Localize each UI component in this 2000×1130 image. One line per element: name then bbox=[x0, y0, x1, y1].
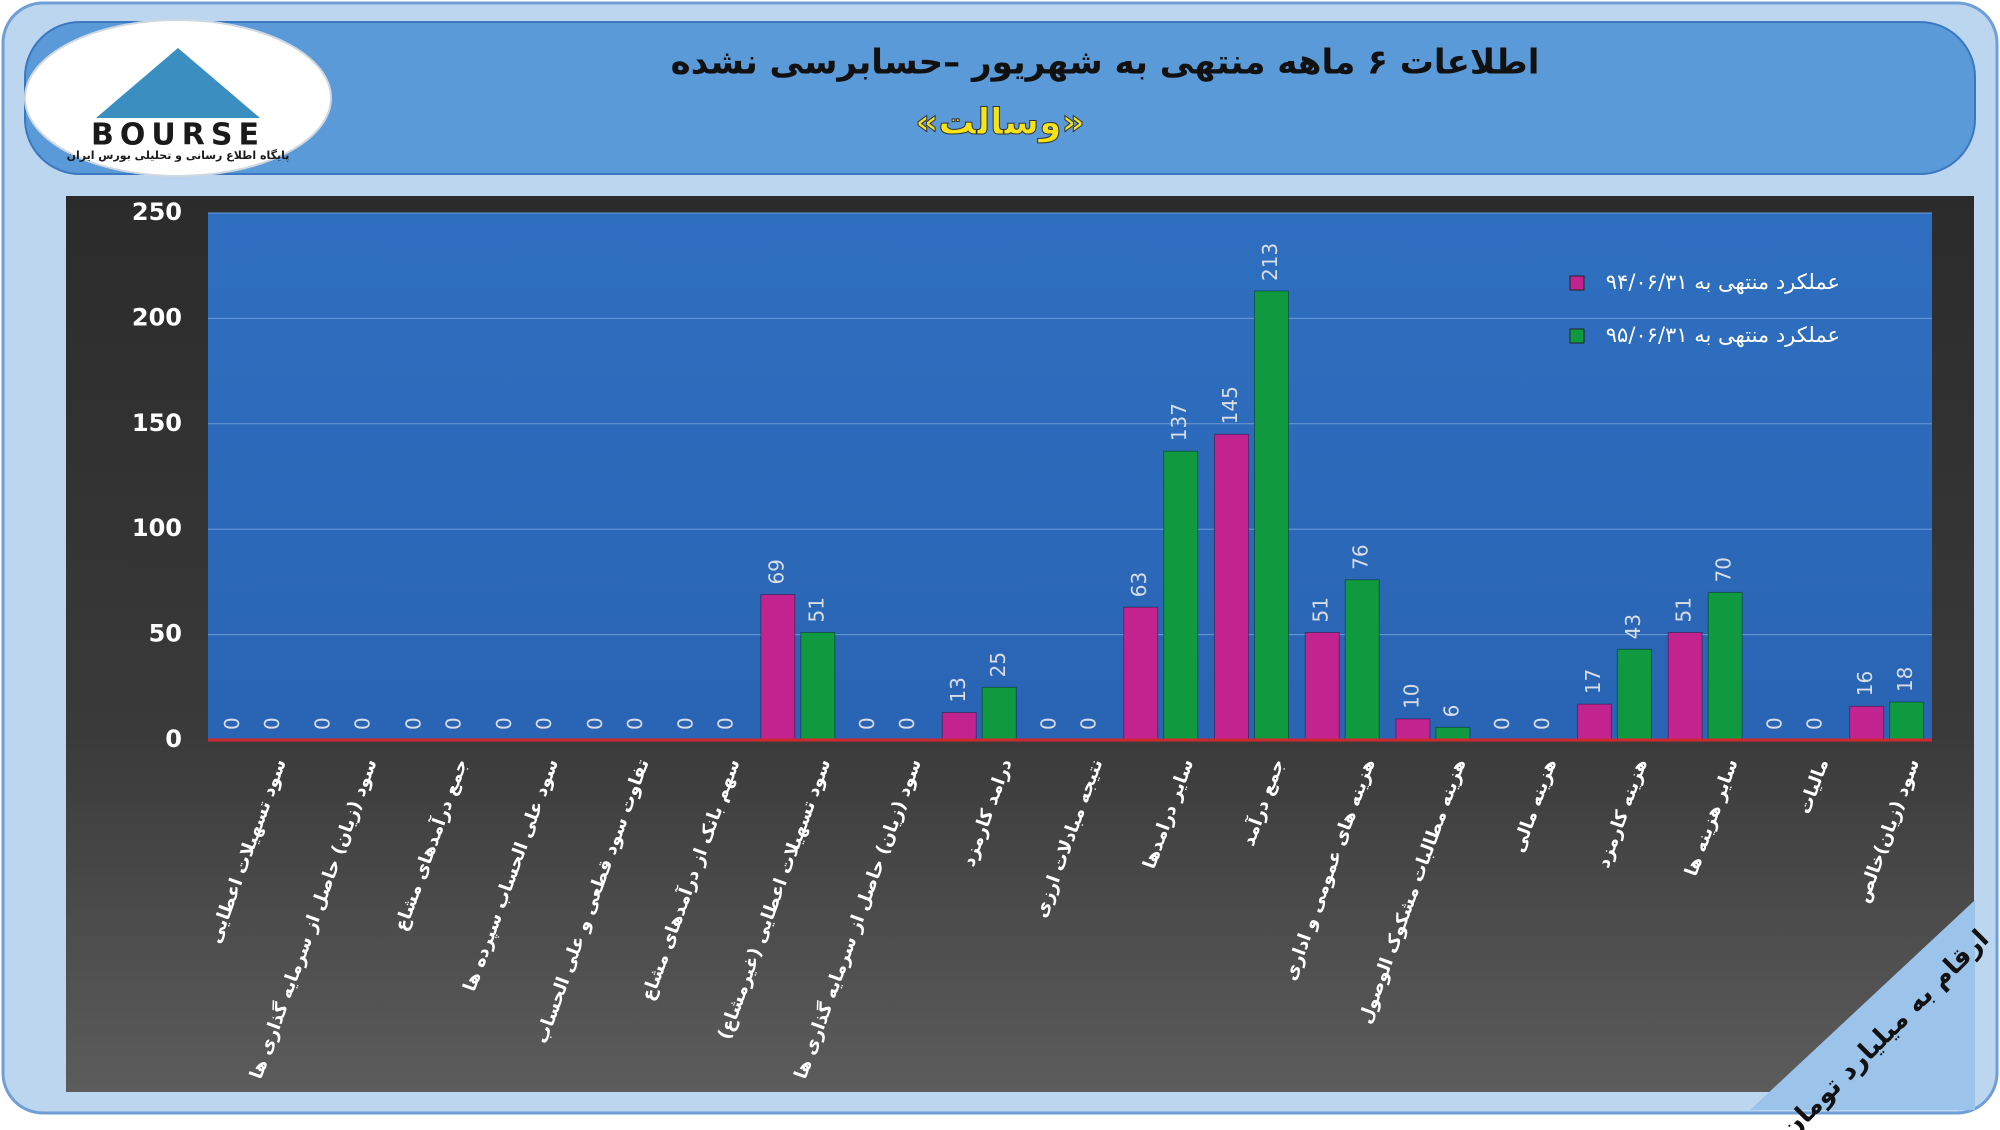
data-label: 17 bbox=[1581, 669, 1605, 694]
data-label: 25 bbox=[986, 652, 1010, 677]
bar bbox=[1123, 606, 1159, 741]
data-label: 0 bbox=[1077, 717, 1101, 730]
data-label: 69 bbox=[764, 559, 788, 584]
logo-tagline: پایگاه اطلاع رسانی و تحلیلی بورس ایران bbox=[67, 149, 290, 162]
data-label: 0 bbox=[895, 717, 919, 730]
data-label: 0 bbox=[1802, 717, 1826, 730]
logo-text: BOURSE bbox=[91, 118, 265, 153]
data-label: 0 bbox=[311, 717, 335, 730]
chart-title: اطلاعات ۶ ماهه منتهی به شهریور –حسابرسی … bbox=[671, 43, 1540, 83]
bar bbox=[1344, 579, 1380, 741]
data-label: 0 bbox=[1762, 717, 1786, 730]
bar bbox=[1163, 450, 1199, 741]
logo-triangle bbox=[96, 48, 260, 118]
data-label: 145 bbox=[1218, 386, 1242, 424]
bar bbox=[981, 686, 1017, 741]
data-label: 51 bbox=[1309, 597, 1333, 622]
y-tick-label: 0 bbox=[165, 725, 182, 753]
data-label: 0 bbox=[260, 717, 284, 730]
y-tick-label: 50 bbox=[149, 620, 182, 648]
data-label: 0 bbox=[220, 717, 244, 730]
legend-label: عملکرد منتهی به ۹۵/۰۶/۳۱ bbox=[1606, 323, 1840, 347]
logo: BOURSE پایگاه اطلاع رسانی و تحلیلی بورس … bbox=[24, 19, 332, 177]
data-label: 0 bbox=[492, 717, 516, 730]
bar bbox=[1889, 701, 1925, 741]
bar bbox=[1435, 726, 1471, 741]
data-label: 18 bbox=[1893, 667, 1917, 692]
bar bbox=[1253, 290, 1289, 741]
data-label: 0 bbox=[855, 717, 879, 730]
bar bbox=[1304, 631, 1340, 741]
data-label: 0 bbox=[532, 717, 556, 730]
bar bbox=[800, 631, 836, 741]
data-label: 0 bbox=[674, 717, 698, 730]
data-label: 70 bbox=[1712, 557, 1736, 582]
legend-marker bbox=[1569, 275, 1585, 291]
data-label: 16 bbox=[1853, 671, 1877, 696]
bar bbox=[1667, 631, 1703, 741]
data-label: 0 bbox=[714, 717, 738, 730]
data-label: 213 bbox=[1258, 243, 1282, 281]
bar bbox=[1213, 433, 1249, 741]
data-label: 0 bbox=[1490, 717, 1514, 730]
legend-label: عملکرد منتهی به ۹۴/۰۶/۳۱ bbox=[1606, 270, 1840, 294]
bar bbox=[1849, 705, 1885, 741]
data-label: 0 bbox=[1530, 717, 1554, 730]
bar bbox=[760, 594, 796, 741]
data-label: 76 bbox=[1349, 544, 1373, 569]
bar bbox=[1576, 703, 1612, 741]
y-tick-label: 200 bbox=[132, 303, 182, 331]
bar bbox=[1616, 648, 1652, 741]
data-label: 10 bbox=[1399, 683, 1423, 708]
y-tick-label: 250 bbox=[132, 198, 182, 226]
y-tick-label: 150 bbox=[132, 409, 182, 437]
data-label: 51 bbox=[804, 597, 828, 622]
legend-marker bbox=[1569, 328, 1585, 344]
data-label: 13 bbox=[946, 677, 970, 702]
data-label: 0 bbox=[401, 717, 425, 730]
data-label: 63 bbox=[1127, 572, 1151, 597]
y-tick-label: 100 bbox=[132, 514, 182, 542]
data-label: 137 bbox=[1167, 403, 1191, 441]
bar bbox=[941, 712, 977, 741]
data-label: 0 bbox=[351, 717, 375, 730]
data-label: 0 bbox=[623, 717, 647, 730]
data-label: 0 bbox=[583, 717, 607, 730]
chart-subtitle: «وسالت» bbox=[915, 102, 1084, 143]
data-label: 43 bbox=[1621, 614, 1645, 639]
data-label: 0 bbox=[1037, 717, 1061, 730]
bar bbox=[1707, 591, 1743, 741]
bar bbox=[1395, 718, 1431, 741]
data-label: 51 bbox=[1672, 597, 1696, 622]
data-label: 6 bbox=[1439, 705, 1463, 718]
data-label: 0 bbox=[441, 717, 465, 730]
note-corner bbox=[1750, 900, 1975, 1110]
